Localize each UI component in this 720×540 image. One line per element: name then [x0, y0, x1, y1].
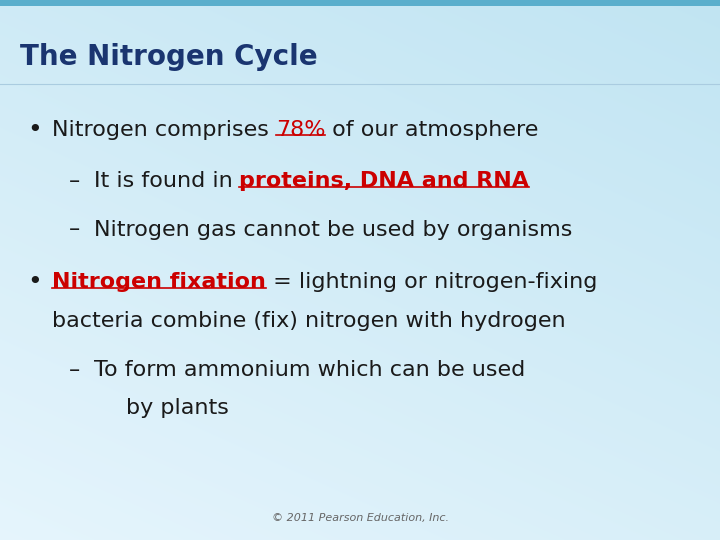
- Text: –: –: [68, 171, 80, 191]
- Text: © 2011 Pearson Education, Inc.: © 2011 Pearson Education, Inc.: [271, 514, 449, 523]
- Text: Nitrogen comprises: Nitrogen comprises: [52, 119, 276, 140]
- Text: –: –: [68, 219, 80, 240]
- Text: by plants: by plants: [126, 397, 229, 418]
- Text: •: •: [27, 270, 42, 294]
- Text: The Nitrogen Cycle: The Nitrogen Cycle: [20, 43, 318, 71]
- Text: Nitrogen fixation: Nitrogen fixation: [52, 272, 266, 292]
- Text: proteins, DNA and RNA: proteins, DNA and RNA: [240, 171, 529, 191]
- Text: •: •: [27, 118, 42, 141]
- Text: Nitrogen gas cannot be used by organisms: Nitrogen gas cannot be used by organisms: [94, 219, 572, 240]
- Text: = lightning or nitrogen-fixing: = lightning or nitrogen-fixing: [266, 272, 597, 292]
- Text: –: –: [68, 360, 80, 380]
- Text: To form ammonium which can be used: To form ammonium which can be used: [94, 360, 525, 380]
- Text: It is found in: It is found in: [94, 171, 240, 191]
- Bar: [0, 0, 720, 6]
- Text: 78%: 78%: [276, 119, 325, 140]
- Text: bacteria combine (fix) nitrogen with hydrogen: bacteria combine (fix) nitrogen with hyd…: [52, 311, 565, 332]
- Text: of our atmosphere: of our atmosphere: [325, 119, 539, 140]
